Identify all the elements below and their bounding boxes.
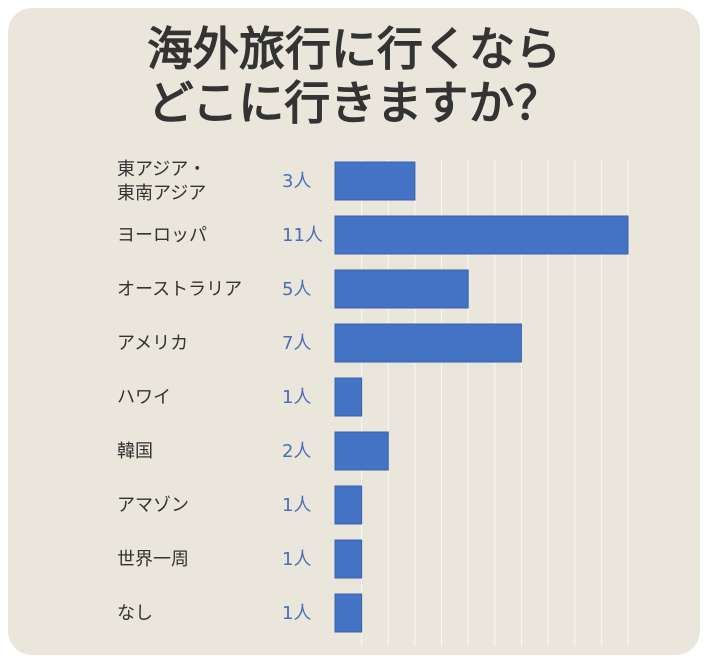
value-label: 3人 xyxy=(282,171,311,192)
title-line-2: どこに行きますか？ xyxy=(147,76,561,130)
bar xyxy=(334,431,389,471)
bar xyxy=(334,593,363,633)
category-label: 韓国 xyxy=(117,441,153,462)
bar xyxy=(334,323,522,363)
value-label: 2人 xyxy=(282,441,311,462)
value-label: 1人 xyxy=(282,387,311,408)
value-label: 1人 xyxy=(282,549,311,570)
category-label: 世界一周 xyxy=(117,549,189,570)
value-label: 5人 xyxy=(282,279,311,300)
category-label: 東アジア・東南アジア xyxy=(117,159,206,204)
value-label: 1人 xyxy=(282,603,311,624)
bar xyxy=(334,485,363,525)
bar xyxy=(334,269,469,309)
category-label: ヨーロッパ xyxy=(117,225,207,246)
chart-title: 海外旅行に行くなら どこに行きますか？ xyxy=(0,22,708,130)
category-label: なし xyxy=(117,603,153,624)
bar xyxy=(334,377,363,417)
bar xyxy=(334,215,629,255)
category-label: ハワイ xyxy=(117,387,171,408)
category-label: アメリカ xyxy=(117,333,188,354)
bar xyxy=(334,161,416,201)
title-line-1: 海外旅行に行くなら xyxy=(147,22,561,76)
category-label: オーストラリア xyxy=(117,279,242,300)
value-label: 7人 xyxy=(282,333,311,354)
bar xyxy=(334,539,363,579)
category-label: アマゾン xyxy=(117,495,189,516)
value-label: 11人 xyxy=(282,225,323,246)
value-label: 1人 xyxy=(282,495,311,516)
